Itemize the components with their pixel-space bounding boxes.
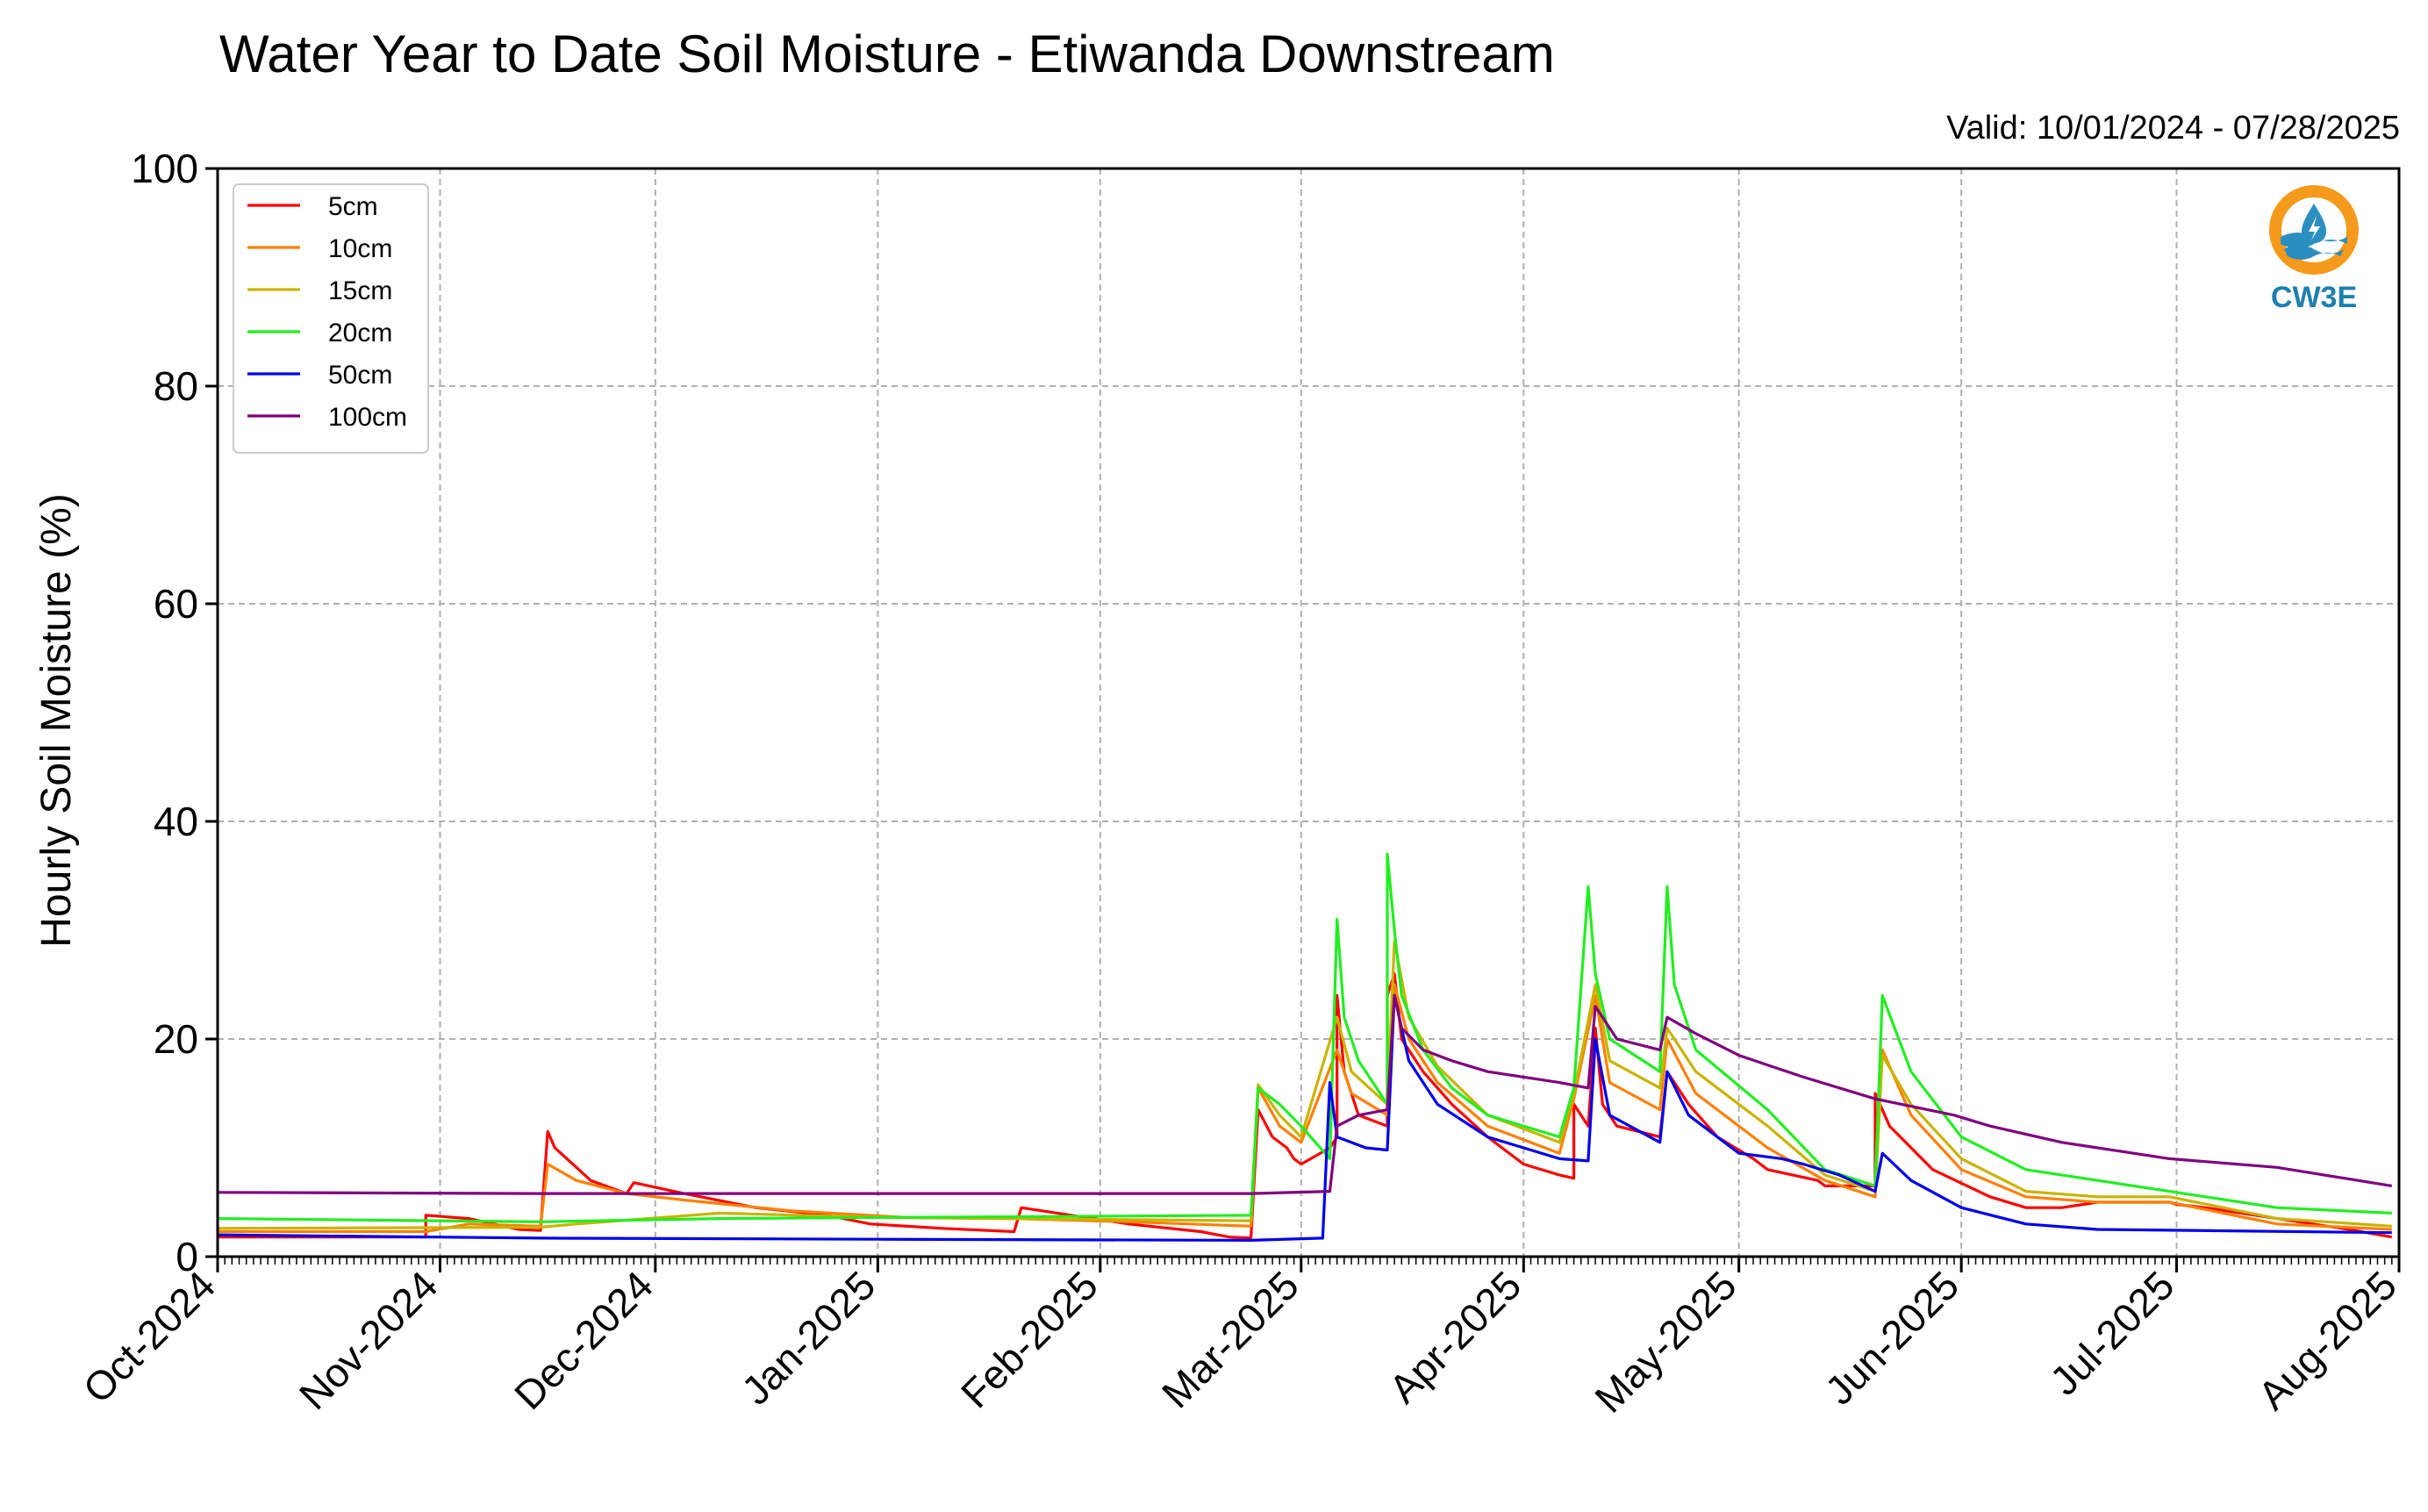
legend-label: 15cm <box>328 276 392 305</box>
x-tick-label: Aug-2025 <box>2249 1262 2405 1418</box>
plot-frame <box>216 167 2401 1258</box>
legend-label: 20cm <box>328 319 392 348</box>
legend-label: 5cm <box>328 192 378 221</box>
chart-subtitle: Valid: 10/01/2024 - 07/28/2025 <box>1946 110 2400 147</box>
legend-label: 50cm <box>328 361 392 390</box>
legend: 5cm 10cm 15cm 20cm 50cm 100cm <box>233 183 429 454</box>
grid-lines <box>218 168 2399 1257</box>
logo-ring <box>2269 185 2359 275</box>
x-tick-label: Dec-2024 <box>505 1262 662 1418</box>
series-group <box>217 852 2393 1243</box>
y-tick-label: 100 <box>131 146 198 191</box>
legend-label: 10cm <box>328 234 392 263</box>
x-tick-label: Nov-2024 <box>290 1262 447 1418</box>
cw3e-logo: CW3E <box>2269 185 2359 314</box>
logo-bolt <box>2309 216 2320 240</box>
logo-wave-bottom <box>2284 245 2344 260</box>
y-tick-label: 80 <box>154 363 198 409</box>
logo-text: CW3E <box>2271 281 2357 314</box>
legend-box <box>233 183 429 454</box>
x-tick-label: Feb-2025 <box>952 1262 1107 1416</box>
x-tick-label: Oct-2024 <box>75 1262 225 1412</box>
series-line-100cm <box>217 993 2393 1195</box>
y-tick-label: 20 <box>154 1016 198 1062</box>
series-line-50cm <box>217 993 2392 1243</box>
x-tick-label: Mar-2025 <box>1153 1262 1307 1416</box>
x-tick-label: Jan-2025 <box>733 1262 884 1413</box>
chart-title: Water Year to Date Soil Moisture - Etiwa… <box>219 25 1555 83</box>
y-tick-label: 40 <box>154 799 198 844</box>
y-tick-label: 60 <box>154 581 198 627</box>
series-line-20cm <box>217 852 2392 1223</box>
x-tick-label: Jul-2025 <box>2041 1262 2183 1404</box>
x-tick-label: Apr-2025 <box>1380 1262 1530 1412</box>
x-tick-label: May-2025 <box>1586 1262 1744 1421</box>
x-tick-label: Jun-2025 <box>1816 1262 1967 1413</box>
y-axis-label: Hourly Soil Moisture (%) <box>33 493 80 947</box>
y-tick-label: 0 <box>175 1234 198 1279</box>
legend-label: 100cm <box>328 403 407 432</box>
